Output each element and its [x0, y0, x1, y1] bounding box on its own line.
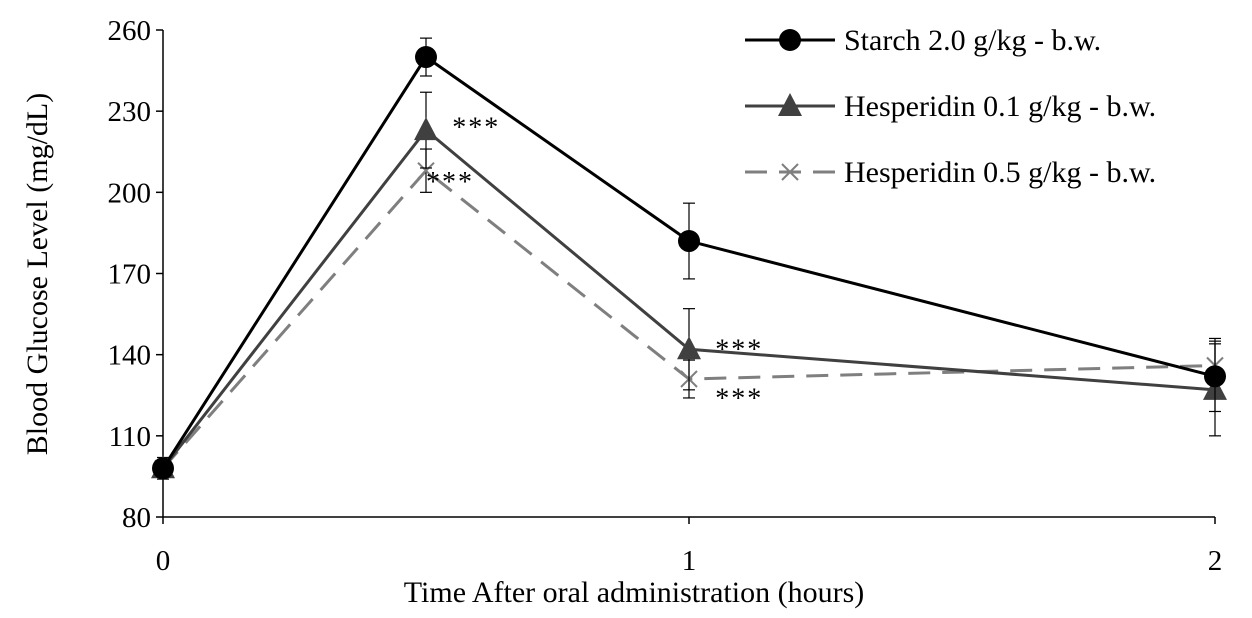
- series-hesperidin-01: [151, 91, 1227, 480]
- legend: Starch 2.0 g/kg - b.w. Hesperidin 0.1 g/k…: [745, 24, 1156, 189]
- data-point-starch: [1204, 365, 1226, 388]
- x-tick-label: 0: [156, 545, 171, 577]
- legend-label: Hesperidin 0.5 g/kg - b.w.: [844, 156, 1156, 189]
- series-layer: [151, 37, 1227, 480]
- marker-stroke: [417, 161, 435, 180]
- significance-annotation: ***: [715, 383, 763, 414]
- y-tick-label: 140: [108, 340, 152, 372]
- legend-marker: [778, 93, 802, 116]
- x-axis-label: Time After oral administration (hours): [404, 576, 865, 609]
- data-point-hesperidin-01: [677, 336, 701, 360]
- data-point-starch: [678, 230, 700, 253]
- x-ticks: 0 1 2: [156, 517, 1223, 577]
- y-tick-label: 80: [122, 502, 151, 534]
- x-tick-label: 2: [1208, 545, 1223, 577]
- legend-marker: [781, 163, 799, 181]
- significance-annotation: ***: [426, 167, 474, 198]
- data-point-hesperidin-05: [417, 161, 435, 180]
- data-point-hesperidin-01: [414, 117, 438, 141]
- data-point-starch: [152, 457, 174, 480]
- y-tick-label: 230: [108, 96, 152, 128]
- series-line-hesperidin-01: [161, 127, 1216, 470]
- significance-annotation: ***: [452, 113, 500, 144]
- y-ticks: 80 110 140 170 200 230 260: [108, 15, 163, 534]
- x-tick-label: 1: [682, 545, 697, 577]
- legend-entry-hesperidin-01: Hesperidin 0.1 g/kg - b.w.: [745, 90, 1156, 123]
- series-starch: [152, 37, 1226, 480]
- series-line-hesperidin-05: [161, 168, 1216, 470]
- series-line-starch: [161, 54, 1216, 470]
- significance-annotation: ***: [715, 335, 763, 366]
- legend-label: Hesperidin 0.1 g/kg - b.w.: [844, 90, 1156, 123]
- y-tick-label: 260: [108, 15, 152, 47]
- legend-marker: [779, 29, 801, 51]
- annotations: *** *** *** ***: [426, 113, 763, 415]
- marker-stroke: [781, 163, 799, 181]
- y-tick-label: 110: [109, 421, 151, 453]
- legend-entry-hesperidin-05: Hesperidin 0.5 g/kg - b.w.: [745, 156, 1156, 189]
- y-tick-label: 170: [108, 259, 152, 291]
- data-point-starch: [415, 46, 437, 69]
- legend-label: Starch 2.0 g/kg - b.w.: [844, 24, 1101, 57]
- y-axis-label: Blood Glucose Level (mg/dL): [21, 93, 54, 455]
- y-tick-label: 200: [108, 177, 152, 209]
- legend-entry-starch: Starch 2.0 g/kg - b.w.: [745, 24, 1101, 57]
